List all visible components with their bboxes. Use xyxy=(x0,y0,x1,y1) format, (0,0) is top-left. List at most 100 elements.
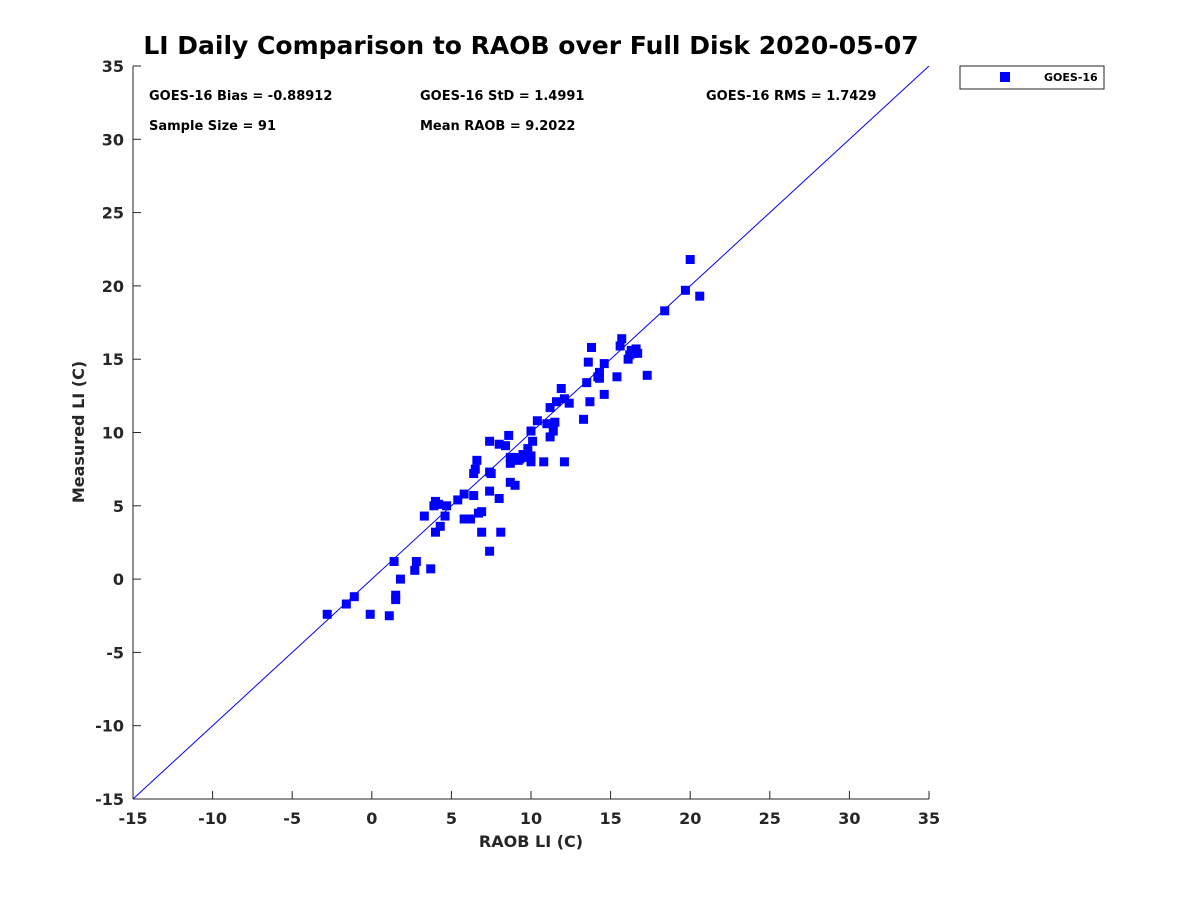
plot-area: -15 -10 -5 0 5 10 15 20 25 30 35 -15 -10 -5 0 5 10 15 20 2… xyxy=(95,57,940,828)
data-point xyxy=(384,611,394,621)
data-point xyxy=(594,373,604,383)
std-annotation: GOES-16 StD = 1.4991 xyxy=(420,89,584,104)
data-point xyxy=(599,389,609,399)
y-tick-label: -15 xyxy=(95,790,124,809)
x-tick-label: 0 xyxy=(366,809,377,828)
data-point xyxy=(556,384,566,394)
data-point xyxy=(477,527,487,537)
y-axis-ticks: -15 -10 -5 0 5 10 15 20 25 30 35 xyxy=(95,57,141,809)
data-point xyxy=(485,546,495,556)
x-tick-label: -10 xyxy=(198,809,227,828)
legend-label: GOES-16 xyxy=(1044,71,1098,84)
data-point xyxy=(494,439,504,449)
y-tick-label: 25 xyxy=(102,204,124,223)
mean-raob-annotation: Mean RAOB = 9.2022 xyxy=(420,119,575,134)
data-point xyxy=(528,436,538,446)
x-tick-label: 5 xyxy=(446,809,457,828)
data-point xyxy=(550,417,560,427)
data-point xyxy=(615,341,625,351)
data-point xyxy=(559,394,569,404)
data-point xyxy=(365,609,375,619)
data-point xyxy=(505,452,515,462)
data-point xyxy=(523,444,533,454)
data-point xyxy=(545,403,555,413)
x-tick-label: 10 xyxy=(520,809,542,828)
data-point xyxy=(442,501,452,511)
data-point xyxy=(466,514,476,524)
data-point xyxy=(410,565,420,575)
data-point xyxy=(391,595,401,605)
y-tick-label: 15 xyxy=(102,350,124,369)
x-tick-label: 15 xyxy=(599,809,621,828)
data-point xyxy=(395,574,405,584)
data-point xyxy=(526,457,536,467)
data-point xyxy=(501,441,511,451)
data-point xyxy=(660,306,670,316)
data-point xyxy=(559,457,569,467)
data-point xyxy=(542,419,552,429)
data-point xyxy=(430,527,440,537)
y-tick-label: 5 xyxy=(113,497,124,516)
data-point xyxy=(505,477,515,487)
data-point xyxy=(594,367,604,377)
y-tick-label: 0 xyxy=(113,570,124,589)
y-axis-label: Measured LI (C) xyxy=(69,361,88,503)
data-point xyxy=(349,592,359,602)
data-point xyxy=(341,599,351,609)
data-point xyxy=(548,426,558,436)
data-point xyxy=(485,486,495,496)
x-tick-label: 20 xyxy=(679,809,701,828)
data-point xyxy=(510,480,520,490)
y-tick-label: -5 xyxy=(106,643,124,662)
rms-annotation: GOES-16 RMS = 1.7429 xyxy=(706,89,876,104)
data-point xyxy=(494,493,504,503)
data-point xyxy=(628,348,638,358)
data-point xyxy=(532,416,542,426)
data-point xyxy=(680,285,690,295)
data-point xyxy=(586,342,596,352)
data-point xyxy=(526,451,536,461)
x-tick-label: 30 xyxy=(838,809,860,828)
data-point xyxy=(515,454,525,464)
data-point xyxy=(695,291,705,301)
data-point xyxy=(435,521,445,531)
data-point xyxy=(434,499,444,509)
data-point xyxy=(426,564,436,574)
data-point xyxy=(389,557,399,567)
data-point xyxy=(419,511,429,521)
data-point xyxy=(545,432,555,442)
x-tick-label: 25 xyxy=(759,809,781,828)
y-tick-label: 10 xyxy=(102,424,124,443)
data-point xyxy=(599,359,609,369)
data-point xyxy=(411,557,421,567)
data-point xyxy=(539,457,549,467)
data-point xyxy=(583,357,593,367)
legend: GOES-16 xyxy=(959,65,1105,90)
data-point xyxy=(453,495,463,505)
stats-annotations: GOES-16 Bias = -0.88912 GOES-16 StD = 1.… xyxy=(149,89,876,134)
data-point xyxy=(469,491,479,501)
data-points xyxy=(322,255,705,621)
data-point xyxy=(642,370,652,380)
data-point xyxy=(564,398,574,408)
x-tick-label: 35 xyxy=(918,809,940,828)
data-point xyxy=(472,455,482,465)
data-point xyxy=(633,348,643,358)
data-point xyxy=(459,489,469,499)
data-point xyxy=(521,452,531,462)
data-point xyxy=(579,414,589,424)
x-tick-label: -15 xyxy=(119,809,148,828)
data-point xyxy=(322,609,332,619)
data-point xyxy=(504,430,514,440)
data-point xyxy=(685,255,695,265)
y-tick-label: 35 xyxy=(102,57,124,76)
y-tick-label: 30 xyxy=(102,130,124,149)
data-point xyxy=(617,334,627,344)
data-point xyxy=(486,469,496,479)
data-point xyxy=(585,397,595,407)
data-point xyxy=(582,378,592,388)
x-axis-label: RAOB LI (C) xyxy=(479,832,583,851)
data-point xyxy=(526,426,536,436)
data-point xyxy=(505,458,515,468)
